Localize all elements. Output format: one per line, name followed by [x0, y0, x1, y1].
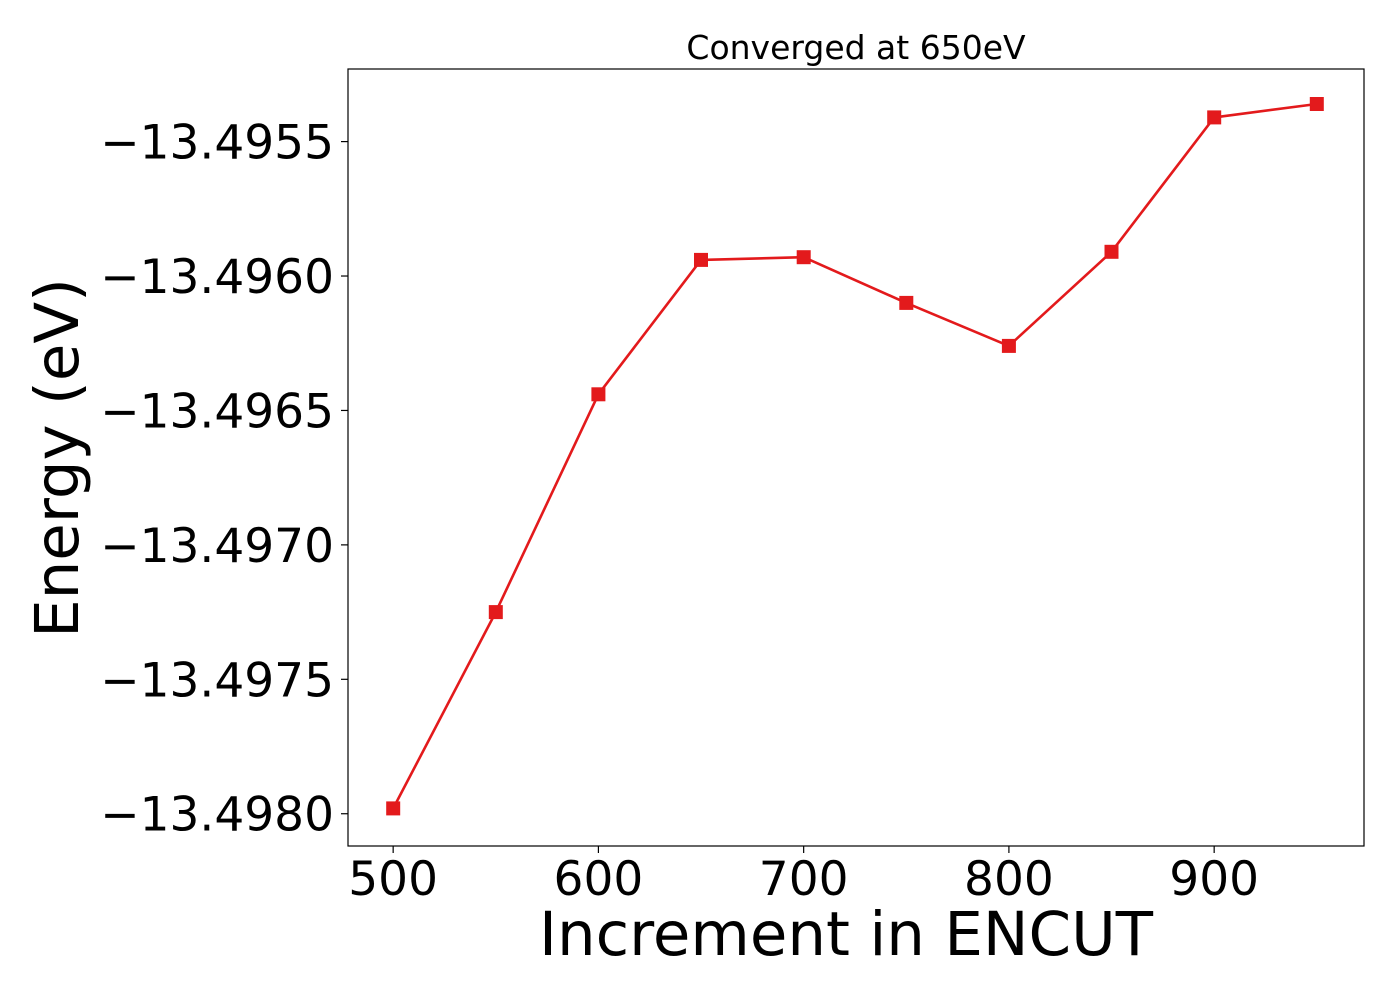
- x-tick-label: 800: [964, 852, 1054, 907]
- y-tick-label: −13.4965: [100, 384, 334, 439]
- y-axis-label: Energy (eV): [22, 278, 93, 638]
- data-point-marker: [796, 250, 811, 265]
- chart-title: Converged at 650eV: [686, 28, 1026, 67]
- data-point-marker: [1207, 110, 1222, 125]
- series-line: [392, 102, 1317, 810]
- series-layer: [386, 97, 1324, 816]
- x-axis-label: Increment in ENCUT: [539, 899, 1154, 970]
- y-tick-label: −13.4970: [100, 519, 334, 574]
- x-axis: 500 600 700 800 900: [348, 846, 1259, 907]
- data-point-marker: [1309, 97, 1324, 111]
- data-point-marker: [899, 295, 914, 310]
- data-point-marker: [488, 605, 503, 620]
- y-axis: −13.4955 −13.4960 −13.4965 −13.4970 −13.4975…: [100, 116, 348, 843]
- data-point-marker: [1104, 244, 1119, 259]
- y-tick-label: −13.4960: [100, 250, 334, 305]
- data-point-marker: [591, 387, 606, 402]
- y-tick-label: −13.4980: [100, 788, 334, 843]
- x-tick-label: 600: [554, 852, 644, 907]
- data-point-marker: [694, 252, 708, 267]
- data-point-marker: [1001, 338, 1016, 353]
- data-point-marker: [386, 801, 401, 816]
- x-tick-label: 900: [1169, 852, 1259, 907]
- y-tick-label: −13.4975: [100, 653, 334, 708]
- x-tick-label: 700: [759, 852, 849, 907]
- plot-area-frame: [347, 68, 1365, 847]
- x-tick-label: 500: [348, 852, 438, 907]
- y-tick-label: −13.4955: [100, 116, 334, 171]
